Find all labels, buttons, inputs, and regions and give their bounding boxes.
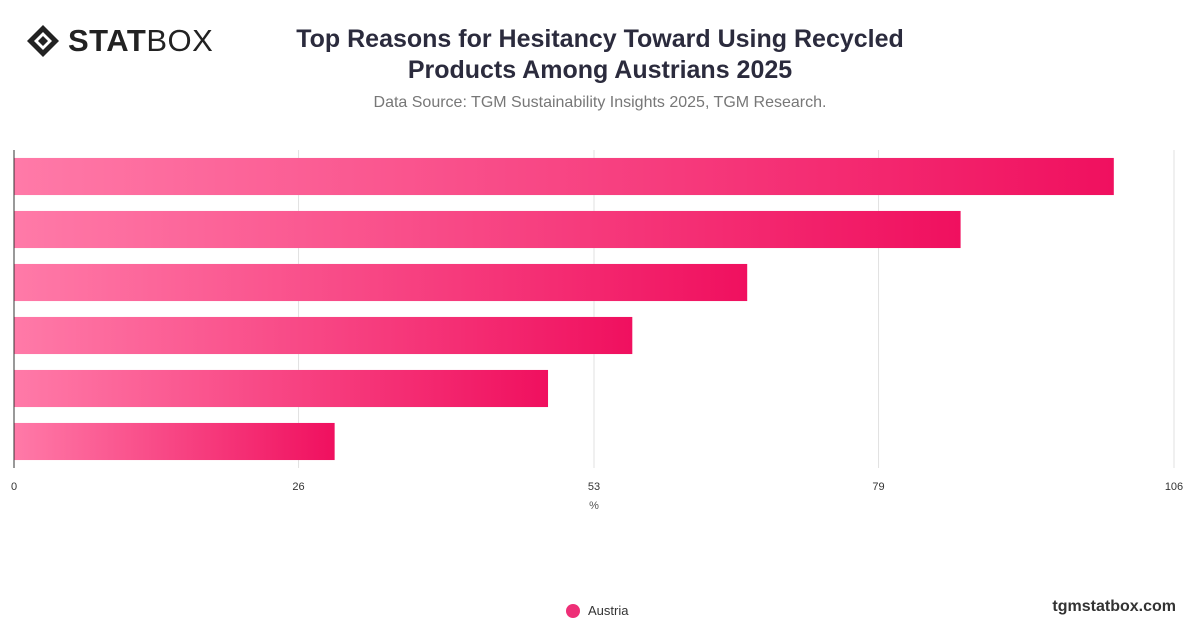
bar[interactable] bbox=[14, 210, 961, 249]
gridlines bbox=[298, 150, 1175, 468]
brand-logo: STATBOX bbox=[26, 24, 213, 58]
legend-swatch-austria bbox=[566, 603, 580, 618]
x-axis: 0 26 53 79 106% bbox=[11, 150, 1183, 512]
bar[interactable] bbox=[14, 263, 748, 302]
watermark: tgmstatbox.com bbox=[1052, 598, 1176, 615]
logo-regular-text: BOX bbox=[146, 23, 214, 58]
chart-subtitle: Data Source: TGM Sustainability Insights… bbox=[373, 94, 827, 111]
x-tick-label: 26 bbox=[292, 481, 304, 493]
legend[interactable]: Austria bbox=[566, 603, 628, 618]
logo-bold-text: STAT bbox=[68, 23, 147, 58]
logo-wordmark: STATBOX bbox=[68, 25, 213, 57]
bar[interactable] bbox=[14, 422, 335, 461]
bar[interactable] bbox=[14, 157, 1114, 196]
x-axis-label: % bbox=[589, 500, 599, 512]
x-tick-label: 106 bbox=[1165, 481, 1183, 493]
chart-header: Top Reasons for Hesitancy Toward Using R… bbox=[260, 24, 940, 112]
bar[interactable] bbox=[14, 369, 549, 408]
chart-title: Top Reasons for Hesitancy Toward Using R… bbox=[296, 25, 904, 84]
statbox-diamond-icon bbox=[27, 25, 59, 57]
legend-label-austria: Austria bbox=[588, 603, 629, 618]
x-tick-label: 79 bbox=[872, 481, 884, 493]
x-tick-label: 53 bbox=[588, 481, 600, 493]
bar[interactable] bbox=[14, 316, 633, 355]
bars bbox=[14, 157, 1114, 461]
x-tick-label: 0 bbox=[11, 481, 17, 493]
